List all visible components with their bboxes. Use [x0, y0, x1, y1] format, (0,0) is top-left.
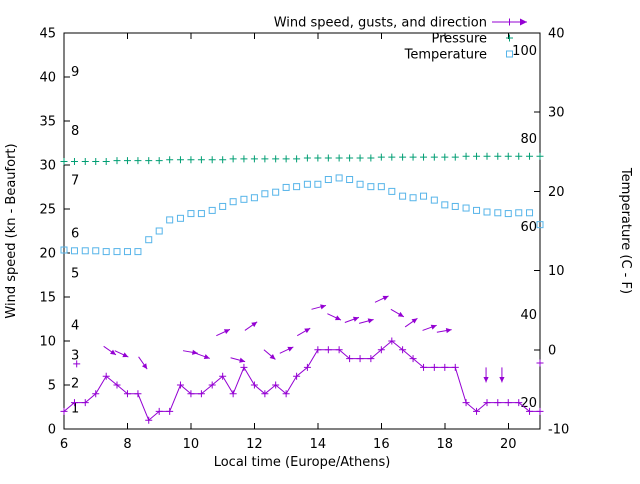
beaufort-label: 8 — [71, 124, 79, 139]
fahrenheit-label: 60 — [520, 220, 537, 235]
y-right-tick-label: 40 — [548, 27, 565, 42]
y-right-tick-label: 10 — [548, 264, 565, 279]
y-right-tick-label: 20 — [548, 185, 565, 200]
y-left-tick-label: 0 — [48, 423, 56, 438]
x-tick-label: 8 — [123, 437, 131, 452]
beaufort-label: 6 — [71, 226, 79, 241]
beaufort-label: 2 — [71, 377, 79, 392]
legend-label: Wind speed, gusts, and direction — [274, 16, 487, 31]
y-left-tick-label: 40 — [39, 71, 56, 86]
fahrenheit-label: 80 — [520, 132, 537, 147]
fahrenheit-label: 20 — [520, 396, 537, 411]
y-left-tick-label: 5 — [48, 379, 56, 394]
fahrenheit-label: 40 — [520, 308, 537, 323]
y-left-tick-label: 30 — [39, 159, 56, 174]
x-tick-label: 16 — [373, 437, 390, 452]
beaufort-label: 5 — [71, 267, 79, 282]
beaufort-label: 1 — [71, 401, 79, 416]
x-axis: 6 8 10 12 14 16 18 20 — [60, 33, 517, 452]
y-axis-right: -10 0 10 20 30 40 — [534, 27, 569, 438]
x-tick-label: 6 — [60, 437, 68, 452]
y-left-axis-title: Wind speed (kn - Beaufort) — [4, 143, 19, 318]
axis-titles: Local time (Europe/Athens) Wind speed (kn… — [4, 143, 633, 470]
y-left-tick-label: 35 — [39, 115, 56, 130]
y-axis-left: 0 5 10 15 20 25 30 35 40 45 — [39, 27, 70, 438]
y-right-axis-title: Temperature (C - F) — [618, 167, 633, 294]
x-tick-label: 12 — [246, 437, 263, 452]
beaufort-scale-labels: 1 2 3 4 5 6 7 8 9 — [71, 65, 79, 416]
x-tick-label: 10 — [183, 437, 200, 452]
y-right-tick-label: 0 — [548, 343, 556, 358]
beaufort-label: 7 — [71, 173, 79, 188]
plot-border — [63, 32, 541, 430]
y-left-tick-label: 15 — [39, 291, 56, 306]
x-tick-label: 18 — [437, 437, 454, 452]
fahrenheit-label: 100 — [512, 44, 537, 59]
beaufort-label: 4 — [71, 319, 79, 334]
series-pressure — [60, 152, 544, 165]
fahrenheit-scale-labels: 20 40 60 80 100 — [512, 44, 537, 411]
legend-item-pressure: Pressure — [431, 32, 513, 47]
series-temperature — [60, 174, 544, 256]
x-tick-label: 14 — [310, 437, 327, 452]
x-axis-title: Local time (Europe/Athens) — [214, 455, 391, 470]
beaufort-label: 9 — [71, 65, 79, 80]
series-wind_speed — [60, 337, 544, 424]
y-right-tick-label: -10 — [548, 423, 569, 438]
legend-item-wind: Wind speed, gusts, and direction — [274, 16, 527, 31]
y-right-tick-label: 30 — [548, 106, 565, 121]
legend-label: Temperature — [404, 48, 487, 63]
y-left-tick-label: 20 — [39, 247, 56, 262]
y-left-tick-label: 45 — [39, 27, 56, 42]
series-wind_vectors — [73, 295, 544, 383]
legend-label: Pressure — [431, 32, 487, 47]
y-left-tick-label: 10 — [39, 335, 56, 350]
legend-item-temperature: Temperature — [404, 48, 513, 63]
x-tick-label: 20 — [500, 437, 517, 452]
y-left-tick-label: 25 — [39, 203, 56, 218]
beaufort-label: 3 — [71, 349, 79, 364]
legend: Wind speed, gusts, and directionPressure… — [274, 16, 527, 63]
